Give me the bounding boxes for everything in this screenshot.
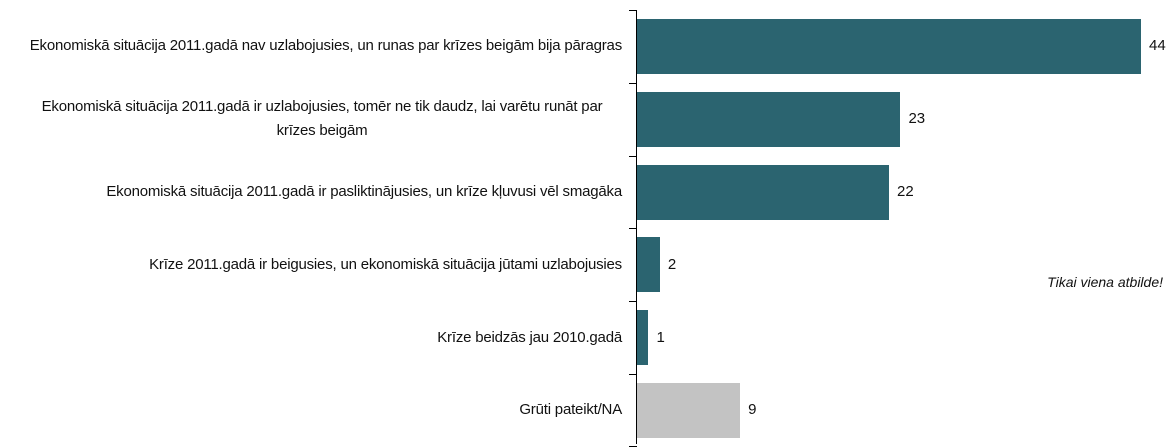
bar [637,237,660,293]
category-label: Ekonomiskā situācija 2011.gadā nav uzlab… [29,37,622,55]
bar [637,310,649,366]
category-row: Ekonomiskā situācija 2011.gadā ir uzlabo… [0,83,622,156]
value-label: 44 [1149,37,1166,55]
annotation: Tikai viena atbilde! [1047,274,1163,290]
category-tick [629,82,637,84]
category-label: Ekonomiskā situācija 2011.gadā ir uzlabo… [41,98,603,140]
category-tick [629,301,637,303]
category-row: Ekonomiskā situācija 2011.gadā ir paslik… [0,156,622,229]
category-label: Grūti pateikt/NA [519,401,622,419]
value-label: 23 [908,110,926,128]
bar [637,18,1141,74]
value-label: 1 [656,328,665,346]
category-label: Ekonomiskā situācija 2011.gadā ir paslik… [106,182,622,200]
category-tick [629,228,637,230]
category-row: Ekonomiskā situācija 2011.gadā nav uzlab… [0,10,622,83]
category-row: Krīze 2011.gadā ir beigusies, un ekonomi… [0,228,622,301]
category-label: Krīze 2011.gadā ir beigusies, un ekonomi… [149,255,622,273]
category-axis [636,10,637,444]
category-row: Krīze beidzās jau 2010.gadā [0,301,622,374]
value-label: 9 [748,401,757,419]
bar [637,164,889,220]
category-tick [629,374,637,375]
category-tick [629,155,637,157]
value-label: 2 [667,255,677,273]
category-label: Krīze beidzās jau 2010.gadā [437,328,622,346]
bar [637,382,741,438]
category-row: Grūti pateikt/NA [0,374,622,447]
category-tick [629,10,637,11]
bar [637,91,901,147]
value-label: 22 [897,183,914,200]
